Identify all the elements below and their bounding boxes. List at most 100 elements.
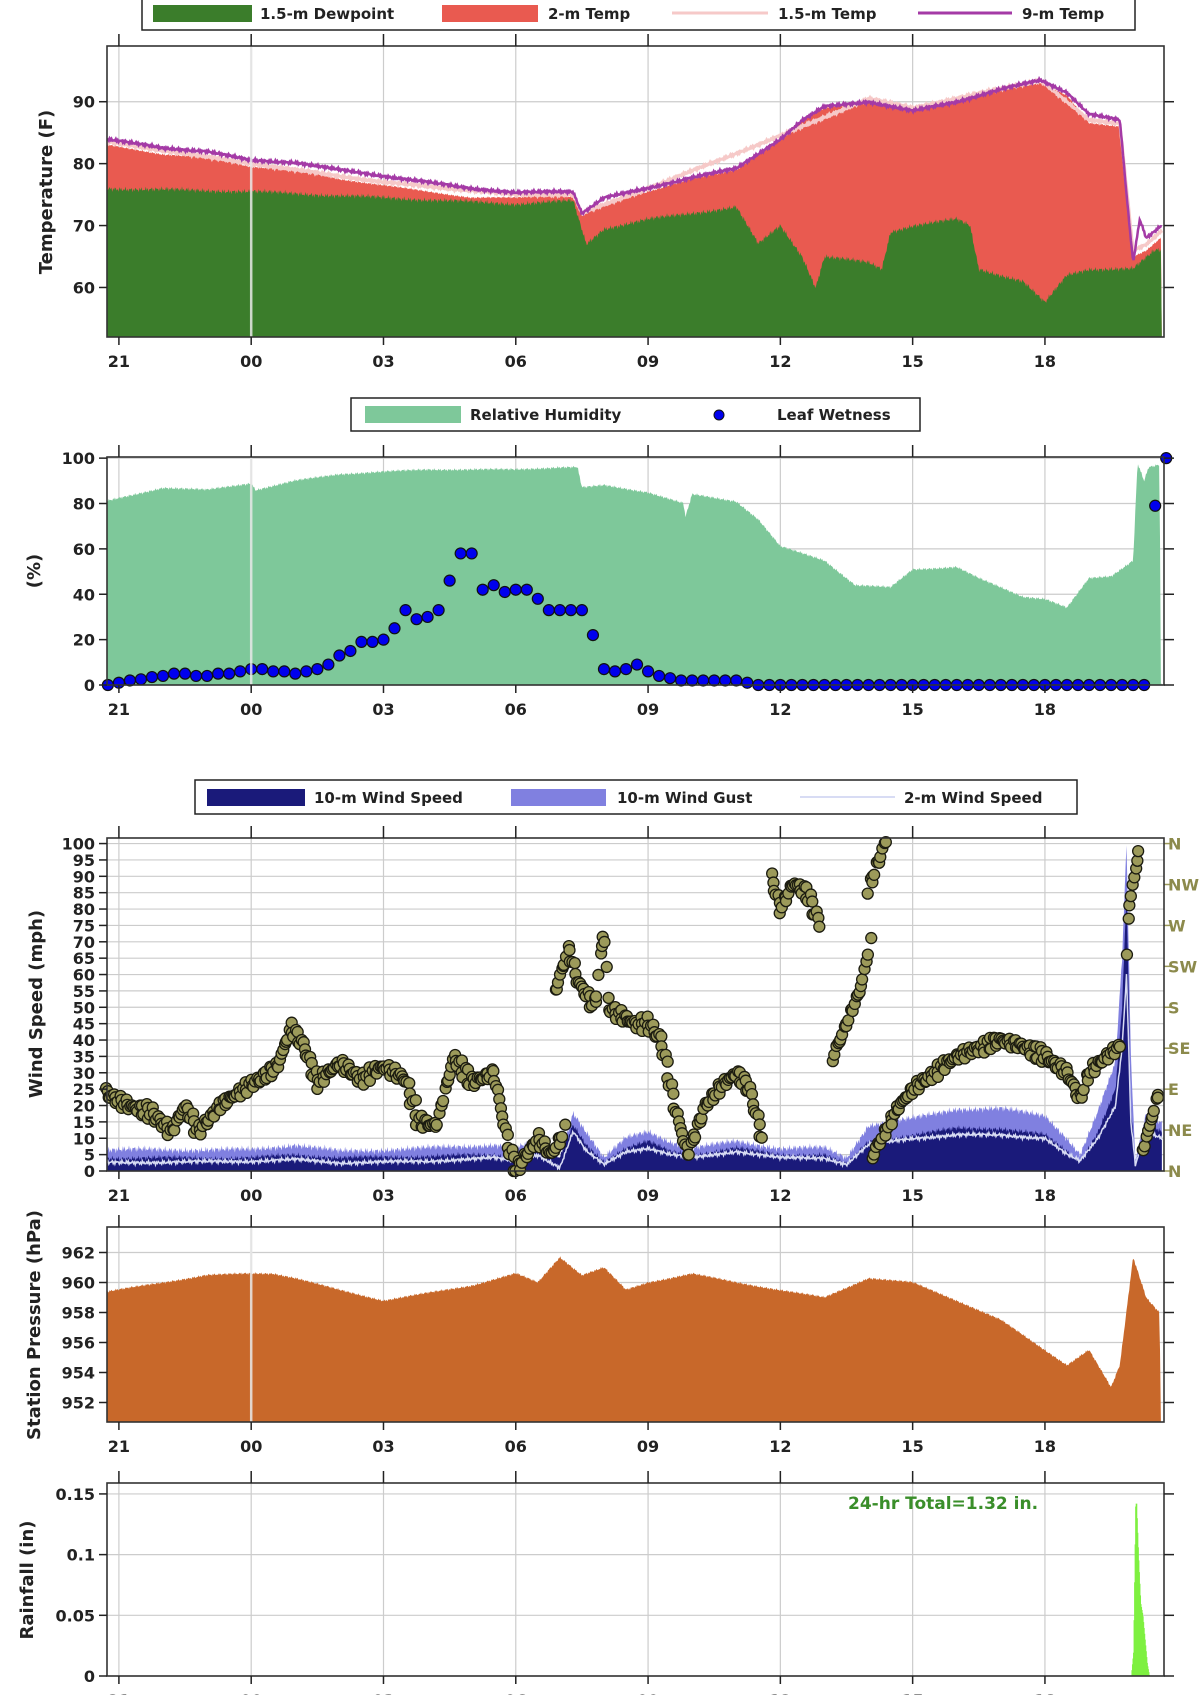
wind-direction-point — [487, 1064, 500, 1078]
wind-direction-point — [555, 1130, 569, 1143]
series-rh-area — [107, 464, 1162, 685]
legend-marker-leaf-wetness — [713, 409, 725, 421]
leaf-wetness-point — [476, 583, 489, 596]
y-tick-label: 0.1 — [67, 1546, 95, 1565]
wind-direction-point — [430, 1118, 443, 1132]
legend-label-dewpoint: 1.5-m Dewpoint — [260, 5, 394, 23]
x-tick-label: 12 — [769, 1691, 791, 1695]
leaf-wetness-point — [234, 665, 247, 678]
wind-direction-point — [403, 1076, 416, 1090]
x-tick-label: 00 — [240, 352, 262, 371]
wind-direction-point — [598, 935, 611, 949]
legend-swatch-dewpoint — [153, 5, 252, 22]
legend-box — [194, 779, 1078, 815]
y-axis-title-wind: Wind Speed (mph) — [26, 910, 47, 1098]
plot-frame — [106, 45, 1165, 338]
x-tick-label: 09 — [637, 1437, 659, 1456]
leaf-wetness-point — [322, 658, 335, 671]
y-tick-label: 0.15 — [56, 1485, 95, 1504]
wind-direction-point — [755, 1131, 768, 1144]
leaf-wetness-point — [498, 585, 511, 599]
humidity-legend: Relative Humidity Leaf Wetness — [350, 397, 921, 432]
y-axis-title-temperature: Temperature (F) — [36, 110, 57, 275]
x-tick-label: 21 — [108, 1186, 130, 1205]
y-tick-label: 90 — [73, 93, 95, 112]
x-tick-label: 12 — [769, 352, 791, 371]
direction-tick-label: N — [1168, 1162, 1181, 1181]
y-tick-label: 80 — [73, 495, 95, 514]
legend-swatch-2m-temp — [442, 5, 538, 22]
x-tick-label: 18 — [1034, 352, 1056, 371]
wind-direction-point — [600, 960, 613, 974]
legend-label-wind-speed: 10-m Wind Speed — [314, 789, 463, 807]
panel-rainfall: 21 00 03 06 09 12 15 18 0 0.05 0.1 0.15 — [56, 1471, 1174, 1695]
leaf-wetness-point — [509, 583, 522, 596]
leaf-wetness-point — [597, 663, 611, 676]
legend-label-2m-temp: 2-m Temp — [548, 5, 631, 23]
direction-tick-label: W — [1168, 916, 1186, 935]
legend-swatch-rh — [365, 406, 461, 423]
series-wind-gust-area — [107, 845, 1162, 1171]
y-tick-label: 40 — [73, 1031, 95, 1050]
direction-tick-label: E — [1168, 1080, 1179, 1099]
wind-direction-point — [1132, 844, 1145, 858]
x-tick-label: 00 — [240, 1437, 262, 1456]
y-tick-label: 75 — [73, 916, 95, 935]
leaf-wetness-point — [421, 610, 434, 624]
direction-tick-label: N — [1168, 835, 1181, 854]
rainfall-bar — [1147, 1672, 1150, 1676]
wind-direction-point — [1151, 1091, 1165, 1104]
leaf-wetness-point — [564, 604, 577, 617]
y-tick-label: 65 — [73, 949, 95, 968]
x-tick-label: 15 — [902, 1691, 924, 1695]
y-tick-label: 960 — [62, 1274, 95, 1293]
leaf-wetness-point — [134, 673, 148, 686]
panel-humidity: 21 00 03 06 09 12 15 18 0 20 40 60 80 100 — [62, 445, 1174, 719]
leaf-wetness-point — [399, 604, 412, 617]
temperature-legend: 1.5-m Dewpoint 2-m Temp 1.5-m Temp 9-m T… — [141, 0, 1136, 31]
leaf-wetness-point — [189, 669, 203, 683]
y-tick-label: 40 — [73, 585, 95, 604]
wind-direction-point — [867, 868, 881, 881]
leaf-wetness-point — [200, 669, 214, 683]
x-tick-label: 09 — [637, 1186, 659, 1205]
x-tick-label: 09 — [637, 700, 659, 719]
y-tick-label: 80 — [73, 900, 95, 919]
y-tick-label: 100 — [62, 835, 95, 854]
leaf-wetness-point — [608, 665, 622, 678]
x-tick-label: 18 — [1034, 1691, 1056, 1695]
x-tick-label: 00 — [240, 700, 262, 719]
x-tick-label: 06 — [505, 352, 527, 371]
leaf-wetness-point — [167, 667, 181, 680]
leaf-wetness-point — [300, 665, 313, 678]
leaf-wetness-point — [542, 604, 555, 617]
wind-direction-point — [745, 1087, 759, 1101]
leaf-wetness-point — [487, 579, 500, 592]
leaf-wetness-point — [278, 665, 291, 678]
y-tick-label: 85 — [73, 884, 95, 903]
y-tick-label: 30 — [73, 1064, 95, 1083]
legend-swatch-wind-gust — [511, 789, 606, 806]
plot-frame — [106, 837, 1165, 1172]
x-tick-label: 12 — [769, 1437, 791, 1456]
direction-tick-label: NW — [1168, 875, 1199, 894]
wind-direction-point — [879, 836, 892, 849]
leaf-wetness-point — [256, 663, 269, 676]
leaf-wetness-point — [575, 604, 589, 617]
y-tick-label: 55 — [73, 982, 95, 1001]
y-tick-label: 80 — [73, 155, 95, 174]
x-tick-label: 18 — [1034, 700, 1056, 719]
leaf-wetness-point — [388, 622, 401, 635]
y-tick-label: 952 — [62, 1394, 95, 1413]
x-tick-label: 15 — [902, 1186, 924, 1205]
leaf-wetness-point — [531, 592, 544, 605]
x-tick-label: 06 — [505, 1437, 527, 1456]
wind-direction-point — [688, 1131, 702, 1144]
y-tick-label: 0 — [84, 676, 95, 695]
wind-direction-point — [1124, 889, 1137, 903]
leaf-wetness-point — [267, 665, 280, 678]
rain-total-annotation: 24-hr Total=1.32 in. — [848, 1494, 1038, 1514]
leaf-wetness-point — [652, 669, 666, 683]
